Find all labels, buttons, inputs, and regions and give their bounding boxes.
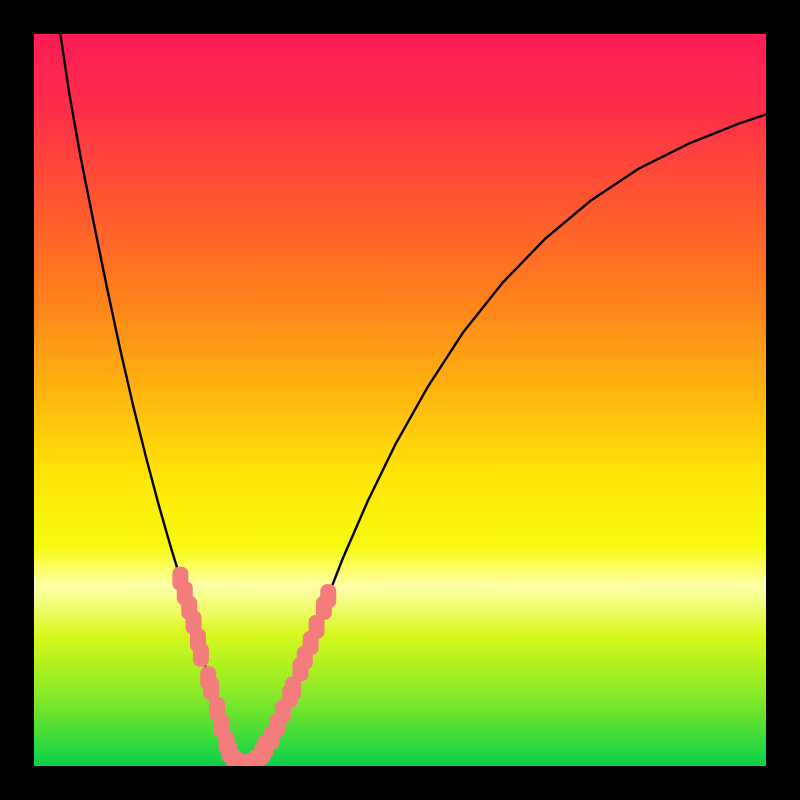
chart-svg	[34, 34, 766, 766]
marker-right	[320, 584, 336, 608]
curve-left	[60, 34, 246, 766]
canvas-root: TheBottleneck.com	[0, 0, 800, 800]
curve-right	[246, 115, 766, 766]
marker-left	[203, 676, 219, 700]
chart-plot-area	[34, 34, 766, 766]
marker-left	[193, 643, 209, 667]
